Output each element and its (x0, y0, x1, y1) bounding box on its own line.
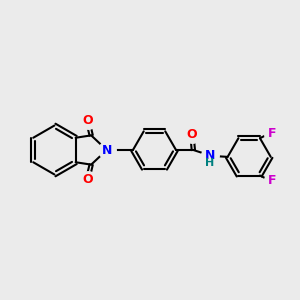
Text: N: N (205, 149, 215, 162)
Text: N: N (101, 143, 112, 157)
Text: F: F (268, 173, 277, 187)
Text: O: O (82, 173, 93, 186)
Text: H: H (205, 158, 214, 168)
Text: O: O (82, 114, 93, 127)
Text: F: F (268, 127, 277, 140)
Text: O: O (187, 128, 197, 141)
